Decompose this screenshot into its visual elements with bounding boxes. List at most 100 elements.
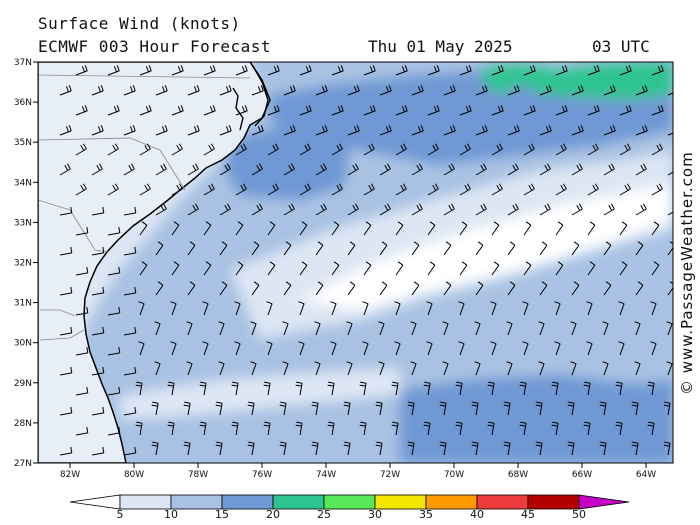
wind-barb [507, 125, 520, 136]
wind-barb [631, 401, 639, 416]
wind-barb [138, 341, 145, 356]
wind-barb [667, 165, 673, 176]
wind-barb [603, 203, 615, 216]
wind-barb [267, 65, 280, 76]
wind-barb [666, 361, 673, 376]
wind-barb [507, 241, 516, 256]
wind-barb [570, 321, 577, 336]
wind-barb [107, 226, 121, 236]
wind-barb [263, 421, 271, 436]
wind-barb [298, 341, 305, 356]
wind-barb [363, 261, 372, 276]
wind-barb [491, 143, 503, 156]
wind-barb [155, 85, 168, 96]
wind-barb [231, 421, 239, 436]
wind-barb [107, 346, 121, 356]
wind-barb [442, 361, 449, 376]
wind-barb [603, 125, 616, 136]
wind-barb [123, 366, 137, 376]
wind-barb [154, 361, 161, 376]
wind-barb [138, 301, 145, 316]
wind-barb [651, 105, 664, 116]
wind-barb [343, 401, 351, 416]
wind-barb [571, 85, 584, 96]
wind-barb [186, 321, 193, 336]
wind-barb [539, 241, 548, 256]
wind-barb [602, 321, 609, 336]
wind-barb [75, 226, 89, 236]
wind-barb [634, 321, 641, 336]
wind-barb [615, 381, 623, 396]
wind-barb [155, 125, 168, 136]
wind-barb [523, 65, 536, 76]
wind-barb [423, 421, 431, 436]
wind-barb [523, 221, 532, 236]
wind-barb [507, 203, 519, 216]
wind-barb [507, 85, 520, 96]
wind-barb [571, 241, 580, 256]
wind-barb [107, 306, 121, 316]
wind-barb [219, 85, 232, 96]
wind-barb [362, 301, 369, 316]
wind-barb [187, 85, 200, 96]
wind-barb [378, 321, 385, 336]
wind-barb [458, 341, 465, 356]
wind-barb [139, 221, 148, 236]
wind-barb [279, 401, 287, 416]
wind-barb [475, 203, 487, 216]
wind-barb [295, 421, 303, 436]
wind-barb [363, 221, 372, 236]
lat-label: 34N [14, 178, 32, 188]
wind-barb [75, 426, 89, 436]
wind-barb [395, 261, 404, 276]
wind-barb [347, 203, 359, 216]
wind-barb [395, 221, 404, 236]
lon-label: 74W [316, 470, 336, 480]
wind-barb [267, 143, 279, 156]
colorbar-swatch [119, 494, 172, 510]
wind-barb [555, 105, 568, 116]
wind-barb [155, 163, 167, 176]
lat-label: 36N [14, 98, 32, 108]
wind-barb [538, 361, 545, 376]
wind-barb [235, 261, 244, 276]
wind-barb [395, 143, 407, 156]
wind-barb [539, 125, 552, 136]
wind-barb [490, 341, 497, 356]
wind-barb [375, 401, 383, 416]
wind-barb [247, 441, 255, 456]
wind-barb [347, 85, 360, 96]
wind-barb [647, 381, 655, 396]
wind-barb [139, 261, 148, 276]
wind-barb [283, 203, 295, 216]
colorbar-label: 10 [164, 508, 178, 521]
wind-barb [490, 301, 497, 316]
wind-barb [635, 281, 644, 296]
wind-barb [555, 221, 564, 236]
wind-barb [523, 143, 535, 156]
colorbar-label: 25 [317, 508, 331, 521]
wind-barb [59, 125, 72, 136]
wind-barb [395, 105, 408, 116]
wind-barb [107, 266, 121, 276]
wind-barb [59, 366, 73, 376]
colorbar-label: 45 [521, 508, 535, 521]
wind-barb [603, 163, 615, 176]
wind-barb [379, 163, 391, 176]
wind-barb [618, 301, 625, 316]
wind-barb [75, 65, 88, 76]
lon-label: 78W [188, 470, 208, 480]
wind-barb [567, 401, 575, 416]
wind-barb [183, 401, 191, 416]
wind-barb [391, 381, 399, 396]
wind-barb [459, 65, 472, 76]
wind-barb [187, 241, 196, 256]
wind-barb [251, 203, 263, 216]
wind-barb [663, 441, 671, 456]
wind-barb [235, 65, 248, 76]
wind-barb [347, 125, 360, 136]
wind-barb [199, 421, 207, 436]
wind-barb [375, 441, 383, 456]
wind-barb [599, 441, 607, 456]
wind-barb [315, 241, 324, 256]
